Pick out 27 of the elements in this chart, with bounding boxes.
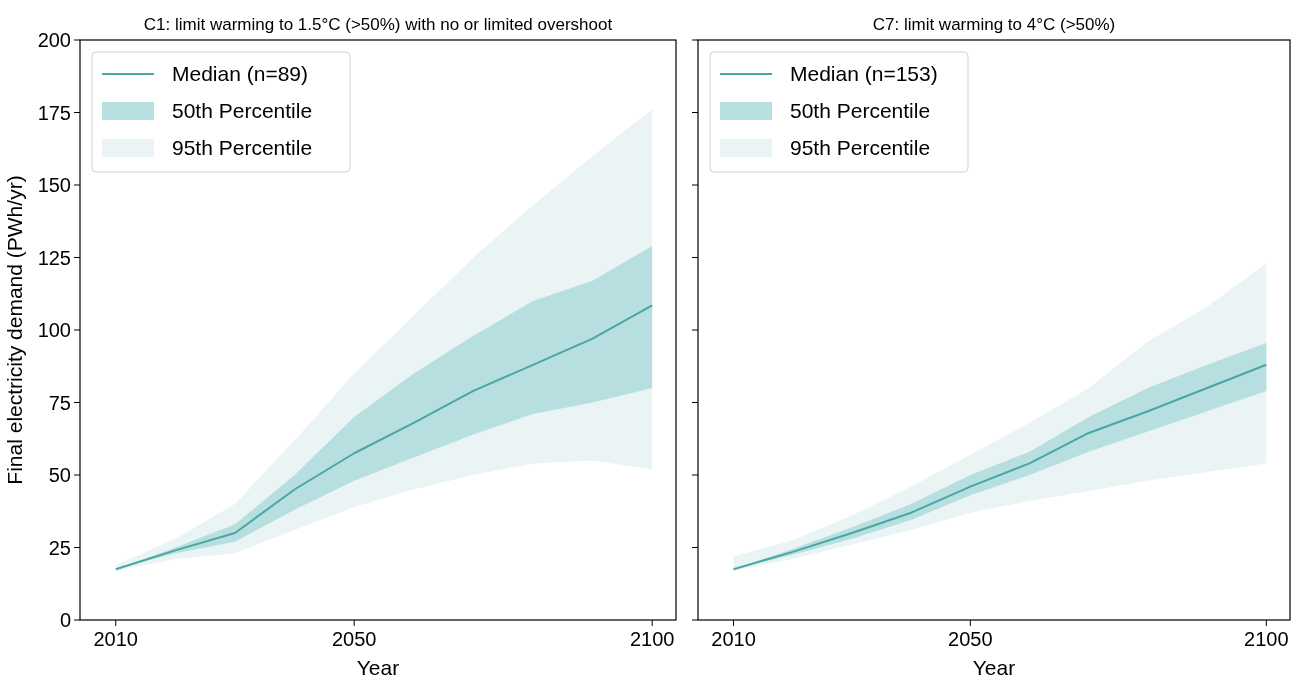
y-tick-label: 125: [37, 246, 71, 269]
legend-label: 95th Percentile: [790, 136, 931, 160]
y-tick-label: 200: [37, 29, 71, 51]
x-tick-label: 2050: [948, 628, 993, 650]
chart-title: C1: limit warming to 1.5°C (>50%) with no or limited overshoot: [143, 15, 613, 34]
x-axis-title: Year: [972, 656, 1016, 679]
x-tick-label: 2100: [1244, 628, 1289, 650]
y-tick-label: 25: [48, 536, 71, 559]
y-tick-label: 50: [48, 464, 71, 486]
y-tick-label: 175: [37, 101, 71, 124]
y-axis-title: Final electricity demand (PWh/yr): [3, 175, 26, 485]
x-tick-label: 2050: [331, 628, 377, 650]
y-tick-label: 0: [59, 609, 71, 631]
x-tick-label: 2100: [629, 628, 675, 650]
y-tick-label: 75: [48, 391, 71, 414]
x-axis-title: Year: [356, 656, 400, 679]
legend-label: 50th Percentile: [172, 99, 313, 123]
x-tick-label: 2010: [711, 628, 756, 650]
legend-label: 50th Percentile: [790, 99, 931, 123]
y-tick-label: 150: [37, 174, 71, 196]
line-series: [114, 304, 654, 571]
legend-label: Median (n=89): [172, 62, 308, 86]
legend-label: Median (n=153): [790, 62, 938, 86]
x-tick-label: 2010: [93, 628, 139, 650]
legend-label: 95th Percentile: [172, 136, 313, 160]
y-tick-label: 100: [37, 319, 71, 341]
chart-title: C7: limit warming to 4°C (>50%): [872, 15, 1116, 34]
